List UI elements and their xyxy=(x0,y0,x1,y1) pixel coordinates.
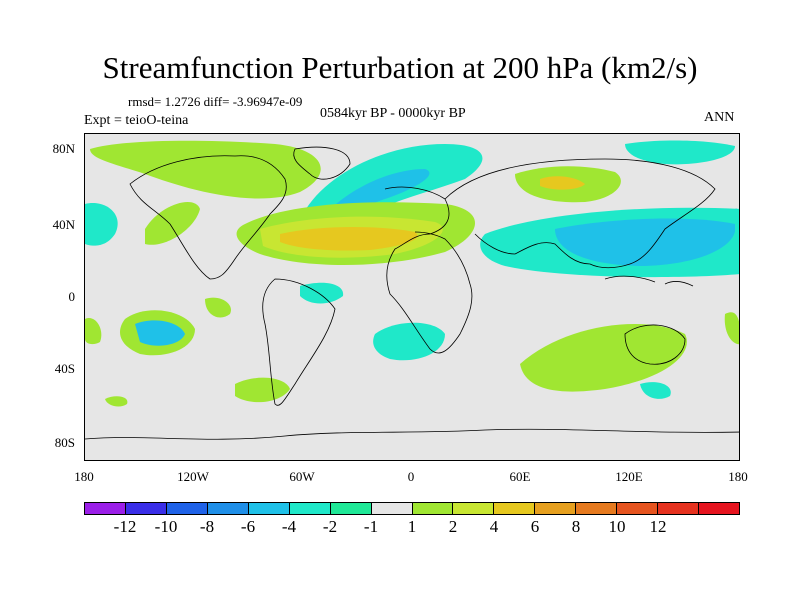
colorbar xyxy=(84,502,740,515)
north-america-coast xyxy=(129,155,287,280)
greenland-coast xyxy=(293,146,351,180)
colorbar-swatch xyxy=(125,503,167,514)
negative-arctic-east xyxy=(625,140,735,165)
positive-south-pacific-edge xyxy=(85,318,102,345)
colorbar-swatch xyxy=(535,503,577,514)
y-tick-40s: 40S xyxy=(54,361,75,376)
y-tick-80n: 80N xyxy=(52,141,75,156)
x-tick-180w: 180 xyxy=(74,469,94,484)
negative-south-africa xyxy=(373,322,445,361)
x-tick-120w: 120W xyxy=(177,469,209,484)
coastlines xyxy=(85,146,739,440)
positive-pacific xyxy=(145,201,200,245)
indonesia-coast xyxy=(604,275,694,287)
positive-southwest xyxy=(105,396,128,407)
australia-coast xyxy=(624,324,686,365)
season-label: ANN xyxy=(704,110,735,125)
colorbar-swatch xyxy=(412,503,454,514)
colorbar-swatch xyxy=(699,503,739,514)
negative-core-asia xyxy=(555,218,736,266)
colorbar-swatch xyxy=(85,503,126,514)
map-title: Streamfunction Perturbation at 200 hPa (… xyxy=(102,50,698,85)
colorbar-label: 12 xyxy=(649,517,667,536)
stats-text: rmsd= 1.2726 diff= -3.96947e-09 xyxy=(128,94,303,109)
colorbar-swatch xyxy=(289,503,331,514)
experiment-label: Expt = teioO-teina xyxy=(84,113,189,128)
x-tick-60w: 60W xyxy=(289,469,315,484)
colorbar-label: 1 xyxy=(407,517,417,536)
colorbar-label: -6 xyxy=(240,517,256,536)
y-tick-80s: 80S xyxy=(54,435,75,450)
asia-coast xyxy=(444,158,716,269)
x-tick-120e: 120E xyxy=(615,469,643,484)
negative-edge xyxy=(735,208,739,234)
colorbar-label: 6 xyxy=(530,517,540,536)
negative-south-pacific-core xyxy=(135,320,185,346)
colorbar-swatch xyxy=(330,503,372,514)
negative-pacific-west xyxy=(85,203,118,246)
x-tick-180e: 180 xyxy=(728,469,748,484)
positive-south-atlantic xyxy=(235,377,290,403)
contour-fields xyxy=(85,140,739,407)
europe-africa-coast xyxy=(384,186,473,354)
positive-siberia-core xyxy=(540,176,585,190)
colorbar-swatch xyxy=(166,503,208,514)
y-tick-40n: 40N xyxy=(52,217,75,232)
colorbar-swatch xyxy=(371,503,413,514)
x-tick-60e: 60E xyxy=(509,469,531,484)
positive-indian-ocean xyxy=(520,324,687,392)
colorbar-label: -12 xyxy=(113,517,137,536)
colorbar-label: -1 xyxy=(363,517,379,536)
colorbar-swatch xyxy=(494,503,536,514)
antarctica-coast xyxy=(85,428,739,440)
colorbar-label: 10 xyxy=(608,517,626,536)
y-tick-0: 0 xyxy=(68,289,76,304)
period-label: 0584kyr BP - 0000kyr BP xyxy=(320,106,466,121)
map-canvas xyxy=(85,140,739,440)
x-tick-0: 0 xyxy=(407,469,415,484)
colorbar-label: -10 xyxy=(154,517,178,536)
colorbar-label: 8 xyxy=(571,517,581,536)
positive-core-atlantic xyxy=(280,227,418,251)
positive-north-america xyxy=(90,140,321,199)
colorbar-swatch xyxy=(248,503,290,514)
colorbar-swatch xyxy=(617,503,659,514)
positive-east-edge xyxy=(724,312,739,345)
colorbar-label: -2 xyxy=(322,517,338,536)
colorbar-label: 4 xyxy=(489,517,499,536)
colorbar-swatch xyxy=(658,503,700,514)
colorbar-label: -8 xyxy=(199,517,215,536)
negative-south-atlantic xyxy=(300,282,344,304)
colorbar-label: -4 xyxy=(281,517,297,536)
south-america-coast xyxy=(262,278,336,406)
negative-southern-ocean xyxy=(640,382,671,399)
positive-south-america-west xyxy=(205,297,231,318)
colorbar-label: 2 xyxy=(448,517,458,536)
colorbar-swatch xyxy=(453,503,495,514)
map-panel xyxy=(84,133,740,461)
colorbar-swatch xyxy=(576,503,618,514)
colorbar-swatch xyxy=(207,503,249,514)
